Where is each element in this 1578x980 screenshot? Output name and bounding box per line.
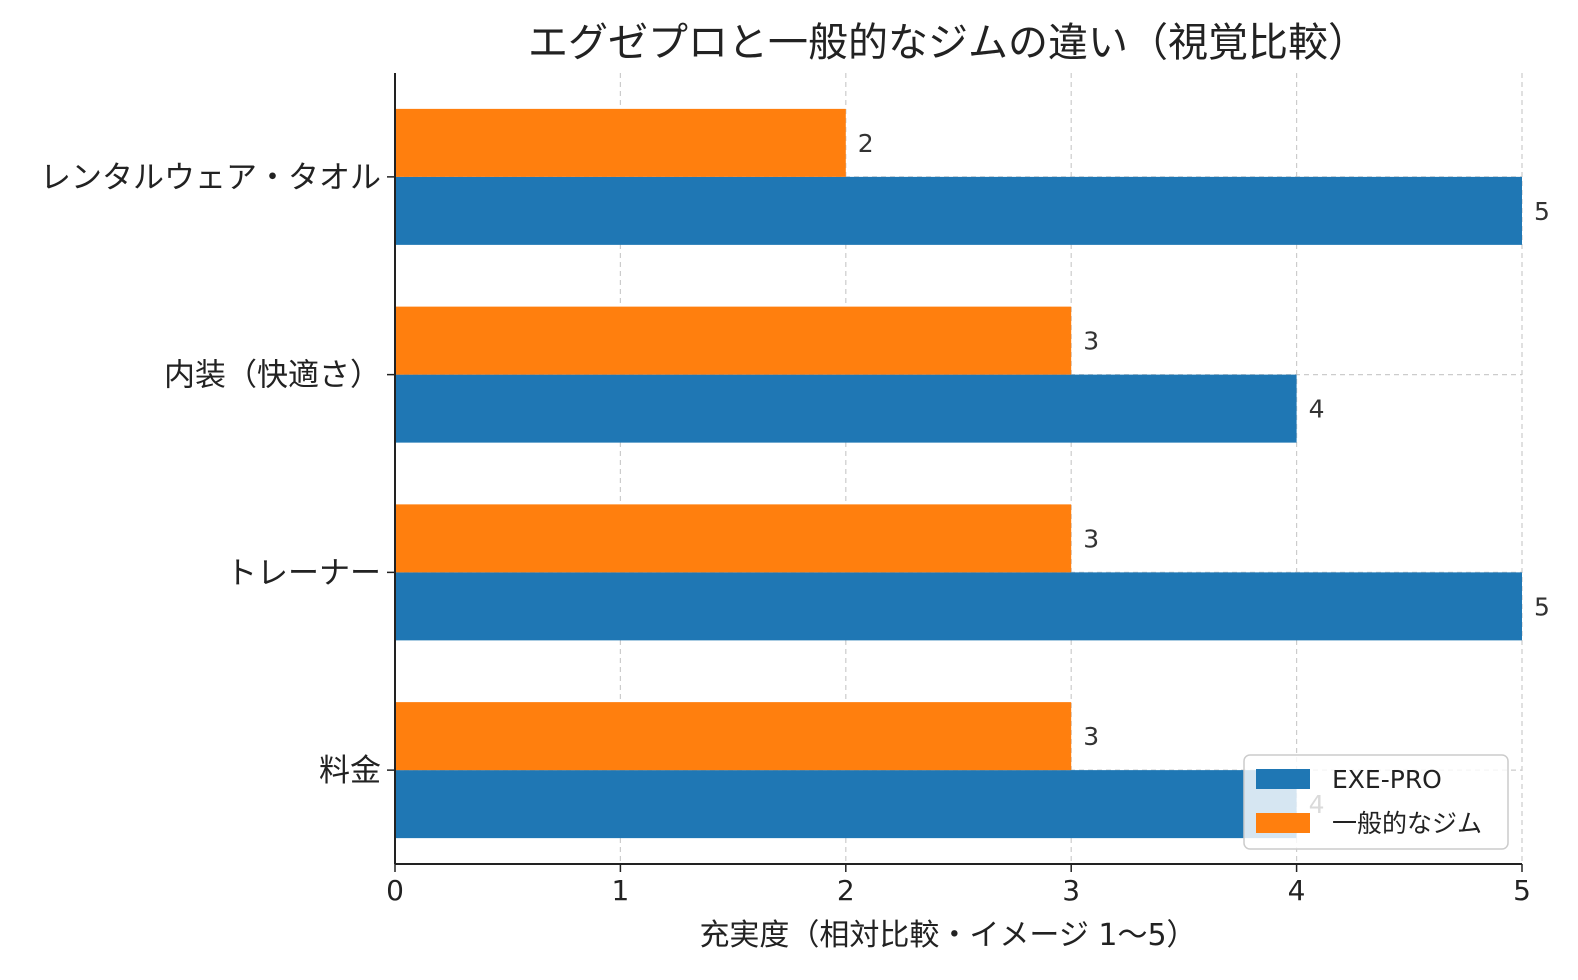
- bar-exe-pro: [395, 176, 1522, 245]
- x-axis-ticks: 0 1 2 3 4 5: [386, 176, 1531, 907]
- x-tick-label: 0: [386, 874, 404, 907]
- data-label: 3: [1083, 722, 1099, 751]
- legend-label: 一般的なジム: [1332, 809, 1482, 838]
- x-axis-title: 充実度（相対比較・イメージ 1〜5）: [699, 918, 1196, 953]
- data-label: 4: [1309, 395, 1325, 424]
- bar-general-gym: [395, 702, 1072, 771]
- data-label: 3: [1083, 327, 1099, 356]
- legend-swatch: [1256, 769, 1310, 789]
- data-label: 5: [1534, 197, 1550, 226]
- legend: EXE-PRO 一般的なジム: [1243, 754, 1509, 850]
- category-label: 内装（快適さ）: [164, 358, 381, 394]
- x-tick-label: 5: [1513, 874, 1531, 907]
- bar-general-gym: [395, 306, 1072, 375]
- bar-general-gym: [395, 504, 1072, 573]
- chart-title: エグゼプロと一般的なジムの違い（視覚比較）: [528, 20, 1368, 66]
- category-label: 料金: [319, 753, 381, 789]
- x-tick-label: 4: [1288, 874, 1306, 907]
- category-label: レンタルウェア・タオル: [40, 160, 381, 196]
- axes: [394, 73, 1522, 865]
- x-tick-label: 2: [837, 874, 855, 907]
- category-label: トレーナー: [226, 555, 381, 591]
- bar-general-gym: [395, 108, 846, 177]
- x-tick-label: 3: [1062, 874, 1080, 907]
- x-tick-label: 1: [611, 874, 629, 907]
- data-label: 5: [1534, 592, 1550, 621]
- data-label: 3: [1083, 524, 1099, 553]
- bar-exe-pro: [395, 572, 1522, 641]
- legend-swatch: [1256, 813, 1310, 833]
- data-label: 2: [858, 129, 874, 158]
- bars: [395, 108, 1522, 839]
- legend-label: EXE-PRO: [1332, 765, 1442, 794]
- bar-exe-pro: [395, 770, 1297, 839]
- bar-exe-pro: [395, 374, 1297, 443]
